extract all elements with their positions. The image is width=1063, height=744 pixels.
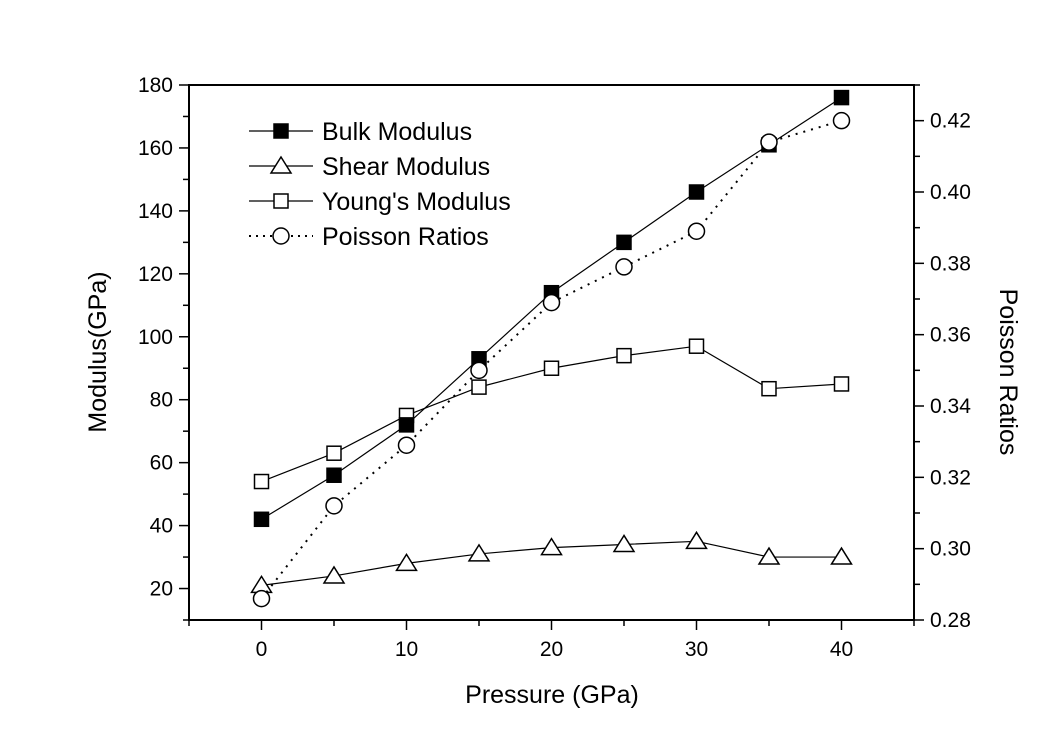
poisson-ratios-point bbox=[470, 361, 488, 380]
y2-tick-label: 0.28 bbox=[930, 609, 971, 632]
young-s-modulus-point bbox=[616, 347, 632, 364]
young-s-modulus-point bbox=[833, 376, 850, 392]
legend-item-shear-modulus: Shear Modulus bbox=[249, 153, 490, 181]
y-tick-label: 20 bbox=[150, 578, 173, 601]
y2-tick-label: 0.30 bbox=[930, 538, 971, 561]
poisson-ratios-point bbox=[252, 589, 271, 608]
x-tick-label: 30 bbox=[685, 638, 708, 661]
poisson-ratios-point bbox=[615, 258, 633, 276]
y-tick-label: 120 bbox=[138, 263, 173, 286]
bulk-modulus-point bbox=[688, 184, 705, 200]
shear-modulus-point bbox=[395, 552, 418, 572]
shear-modulus-point bbox=[757, 546, 781, 565]
y-axis-title: Modulus(GPa) bbox=[84, 271, 112, 432]
poisson-ratios-point bbox=[325, 497, 343, 515]
bulk-modulus-point bbox=[398, 417, 415, 433]
series-shear-modulus bbox=[250, 530, 853, 594]
y2-tick-label: 0.36 bbox=[930, 324, 971, 347]
y-axis-left: 20 40 60 80 100 120 140 160 180 bbox=[138, 74, 189, 621]
x-tick-label: 20 bbox=[540, 638, 563, 661]
shear-modulus-point bbox=[467, 543, 491, 562]
young-s-modulus-point bbox=[253, 473, 270, 490]
young-s-modulus-point bbox=[471, 379, 487, 395]
series-bulk-modulus bbox=[253, 89, 850, 528]
y2-axis-title: Poisson Ratios bbox=[994, 289, 1022, 456]
young-s-modulus-point bbox=[688, 338, 705, 354]
bulk-modulus-point bbox=[616, 234, 632, 251]
bulk-modulus-point bbox=[253, 511, 270, 528]
y-tick-label: 140 bbox=[138, 200, 173, 223]
poisson-ratios-point bbox=[397, 436, 416, 454]
series-poisson-ratios bbox=[252, 111, 851, 608]
x-axis: 0 10 20 30 40 bbox=[188, 620, 915, 661]
y-tick-label: 60 bbox=[150, 452, 173, 475]
y-tick-label: 80 bbox=[150, 389, 173, 412]
series-layer bbox=[250, 89, 853, 608]
y-tick-label: 100 bbox=[138, 326, 173, 349]
legend: Bulk Modulus Shear Modulus Young's Modulus… bbox=[249, 118, 511, 251]
y2-tick-label: 0.38 bbox=[930, 252, 971, 275]
young-s-modulus-point bbox=[543, 360, 560, 376]
shear-modulus-point bbox=[685, 530, 708, 550]
legend-label: Bulk Modulus bbox=[322, 118, 472, 146]
shear-modulus-point bbox=[322, 565, 346, 584]
legend-label: Shear Modulus bbox=[322, 153, 490, 181]
poisson-ratios-point bbox=[760, 133, 778, 151]
x-tick-label: 40 bbox=[830, 638, 853, 661]
legend-marker bbox=[273, 123, 289, 139]
legend-item-poisson-ratios: Poisson Ratios bbox=[249, 223, 489, 251]
poisson-ratios-point bbox=[687, 222, 706, 240]
shear-modulus-point bbox=[540, 537, 563, 556]
y2-tick-label: 0.40 bbox=[930, 181, 971, 204]
legend-marker bbox=[269, 155, 293, 174]
poisson-ratios-point bbox=[832, 111, 851, 130]
legend-label: Poisson Ratios bbox=[322, 223, 489, 251]
legend-item-bulk-modulus: Bulk Modulus bbox=[249, 118, 472, 146]
legend-marker bbox=[272, 227, 290, 245]
y-tick-label: 160 bbox=[138, 137, 173, 160]
legend-label: Young's Modulus bbox=[322, 188, 511, 216]
y-axis-right: 0.28 0.30 0.32 0.34 0.36 0.38 0.40 0.42 bbox=[914, 84, 971, 632]
x-axis-title: Pressure (GPa) bbox=[465, 681, 639, 709]
shear-modulus-point bbox=[612, 534, 636, 553]
x-tick-label: 0 bbox=[256, 638, 268, 661]
bulk-modulus-point bbox=[326, 467, 342, 483]
bulk-modulus-point bbox=[833, 89, 850, 106]
y2-tick-label: 0.34 bbox=[930, 395, 971, 418]
young-s-modulus-point bbox=[761, 380, 777, 397]
shear-modulus-point bbox=[830, 546, 853, 565]
legend-marker bbox=[273, 193, 289, 209]
young-s-modulus-point bbox=[326, 445, 342, 461]
x-tick-label: 10 bbox=[395, 638, 418, 661]
y2-tick-label: 0.32 bbox=[930, 466, 971, 489]
y-tick-label: 40 bbox=[150, 515, 173, 538]
poisson-ratios-point bbox=[542, 293, 561, 312]
legend-item-young-s-modulus: Young's Modulus bbox=[249, 188, 511, 216]
series-young-s-modulus bbox=[253, 338, 850, 490]
y-tick-label: 180 bbox=[138, 74, 173, 97]
y2-tick-label: 0.42 bbox=[930, 110, 971, 133]
